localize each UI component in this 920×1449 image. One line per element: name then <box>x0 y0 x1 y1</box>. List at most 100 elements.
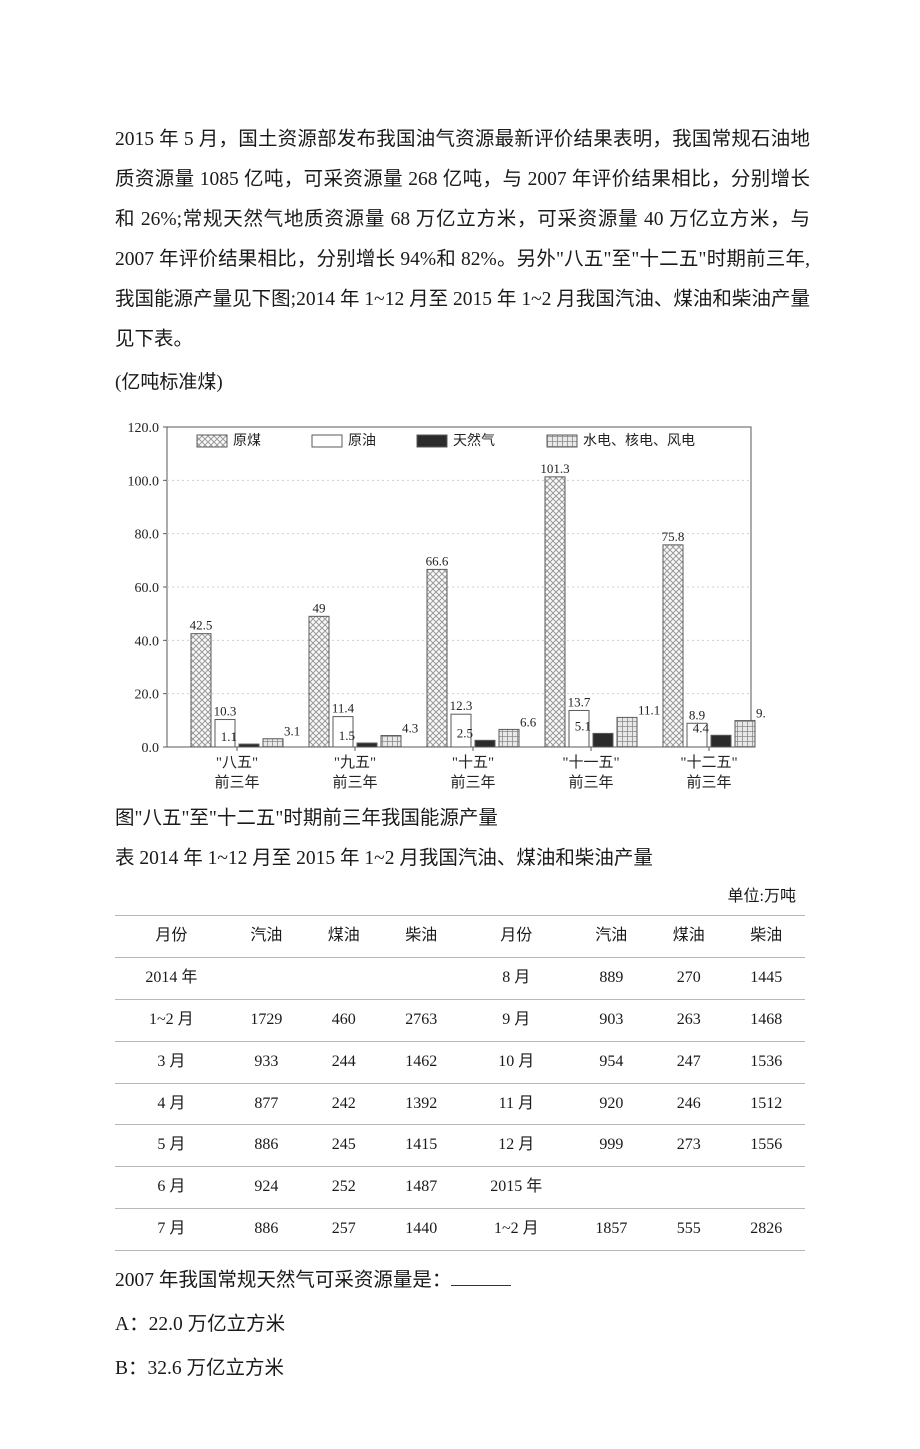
svg-text:9.9: 9.9 <box>756 705 765 720</box>
svg-text:前三年: 前三年 <box>450 774 495 791</box>
table-row: 5 月886245141512 月9992731556 <box>115 1125 805 1167</box>
table-cell: 460 <box>305 1000 382 1042</box>
svg-text:1.1: 1.1 <box>221 729 237 744</box>
svg-text:水电、核电、风电: 水电、核电、风电 <box>583 433 695 449</box>
svg-text:原煤: 原煤 <box>233 433 261 449</box>
table-cell: 1~2 月 <box>115 1000 228 1042</box>
chart-caption: 图"八五"至"十二五"时期前三年我国能源产量 <box>115 799 810 839</box>
table-row: 1~2 月172946027639 月9032631468 <box>115 1000 805 1042</box>
svg-text:"八五": "八五" <box>216 755 258 771</box>
svg-text:"九五": "九五" <box>334 754 376 771</box>
table-cell: 6 月 <box>115 1167 228 1209</box>
table-cell: 2826 <box>727 1209 805 1251</box>
intro-paragraph: 2015 年 5 月，国土资源部发布我国油气资源最新评价结果表明，我国常规石油地… <box>115 120 810 360</box>
table-cell: 1415 <box>383 1125 460 1167</box>
table-unit: 单位:万吨 <box>115 881 810 914</box>
table-cell <box>305 958 382 1000</box>
table-cell: 877 <box>228 1083 305 1125</box>
table-cell <box>573 1167 650 1209</box>
svg-text:"十五": "十五" <box>452 754 494 771</box>
table-cell: 555 <box>650 1209 727 1251</box>
table-cell: 252 <box>305 1167 382 1209</box>
table-cell: 920 <box>573 1083 650 1125</box>
table-cell <box>383 958 460 1000</box>
svg-text:前三年: 前三年 <box>568 774 613 791</box>
table-header: 汽油 <box>573 916 650 958</box>
svg-text:4.3: 4.3 <box>402 720 418 735</box>
table-cell: 10 月 <box>460 1041 573 1083</box>
table-cell <box>727 1167 805 1209</box>
table-cell: 903 <box>573 1000 650 1042</box>
svg-text:66.6: 66.6 <box>426 553 449 568</box>
table-header: 煤油 <box>650 916 727 958</box>
table-cell: 924 <box>228 1167 305 1209</box>
fuel-output-table: 月份汽油煤油柴油月份汽油煤油柴油 2014 年8 月88927014451~2 … <box>115 915 805 1250</box>
table-cell: 245 <box>305 1125 382 1167</box>
svg-text:前三年: 前三年 <box>332 774 377 791</box>
table-cell: 257 <box>305 1209 382 1251</box>
table-cell: 7 月 <box>115 1209 228 1251</box>
table-cell: 11 月 <box>460 1083 573 1125</box>
svg-text:100.0: 100.0 <box>128 474 160 489</box>
table-cell: 1392 <box>383 1083 460 1125</box>
svg-text:天然气: 天然气 <box>453 432 495 449</box>
svg-text:12.3: 12.3 <box>450 698 473 713</box>
table-row: 2014 年8 月8892701445 <box>115 958 805 1000</box>
table-cell: 1512 <box>727 1083 805 1125</box>
question-stem: 2007 年我国常规天然气可采资源量是： <box>115 1270 451 1291</box>
svg-text:11.1: 11.1 <box>638 702 660 717</box>
svg-text:5.1: 5.1 <box>575 718 591 733</box>
table-cell: 1487 <box>383 1167 460 1209</box>
table-header: 煤油 <box>305 916 382 958</box>
table-cell: 273 <box>650 1125 727 1167</box>
svg-text:80.0: 80.0 <box>135 527 160 542</box>
table-cell: 246 <box>650 1083 727 1125</box>
table-cell <box>650 1167 727 1209</box>
table-cell: 889 <box>573 958 650 1000</box>
table-cell: 1857 <box>573 1209 650 1251</box>
svg-text:1.5: 1.5 <box>339 728 355 743</box>
table-cell: 886 <box>228 1209 305 1251</box>
table-cell: 933 <box>228 1041 305 1083</box>
table-cell: 12 月 <box>460 1125 573 1167</box>
table-cell: 999 <box>573 1125 650 1167</box>
energy-bar-chart: 0.020.040.060.080.0100.0120.0原煤原油天然气水电、核… <box>115 409 810 799</box>
svg-text:20.0: 20.0 <box>135 687 160 702</box>
table-cell: 2014 年 <box>115 958 228 1000</box>
svg-text:2.5: 2.5 <box>457 725 473 740</box>
table-cell: 263 <box>650 1000 727 1042</box>
table-row: 4 月877242139211 月9202461512 <box>115 1083 805 1125</box>
table-cell: 1556 <box>727 1125 805 1167</box>
table-cell <box>228 958 305 1000</box>
svg-text:13.7: 13.7 <box>568 694 591 709</box>
question-text: 2007 年我国常规天然气可采资源量是： <box>115 1261 810 1301</box>
table-cell: 270 <box>650 958 727 1000</box>
table-cell: 1445 <box>727 958 805 1000</box>
table-row: 6 月92425214872015 年 <box>115 1167 805 1209</box>
table-cell: 1729 <box>228 1000 305 1042</box>
table-cell: 2763 <box>383 1000 460 1042</box>
table-cell: 1440 <box>383 1209 460 1251</box>
svg-text:"十二五": "十二五" <box>680 754 737 771</box>
table-cell: 242 <box>305 1083 382 1125</box>
table-cell: 1462 <box>383 1041 460 1083</box>
svg-text:40.0: 40.0 <box>135 634 160 649</box>
table-cell: 9 月 <box>460 1000 573 1042</box>
svg-text:4.4: 4.4 <box>693 720 710 735</box>
table-header: 月份 <box>115 916 228 958</box>
svg-text:42.5: 42.5 <box>190 617 213 632</box>
table-cell: 5 月 <box>115 1125 228 1167</box>
table-header: 月份 <box>460 916 573 958</box>
table-header: 柴油 <box>727 916 805 958</box>
answer-blank <box>451 1285 511 1286</box>
svg-text:10.3: 10.3 <box>214 703 237 718</box>
svg-text:11.4: 11.4 <box>332 700 355 715</box>
table-cell: 247 <box>650 1041 727 1083</box>
table-header: 柴油 <box>383 916 460 958</box>
table-cell: 2015 年 <box>460 1167 573 1209</box>
svg-text:101.3: 101.3 <box>540 461 569 476</box>
table-row: 3 月933244146210 月9542471536 <box>115 1041 805 1083</box>
table-header: 汽油 <box>228 916 305 958</box>
table-cell: 954 <box>573 1041 650 1083</box>
svg-text:3.1: 3.1 <box>284 723 300 738</box>
